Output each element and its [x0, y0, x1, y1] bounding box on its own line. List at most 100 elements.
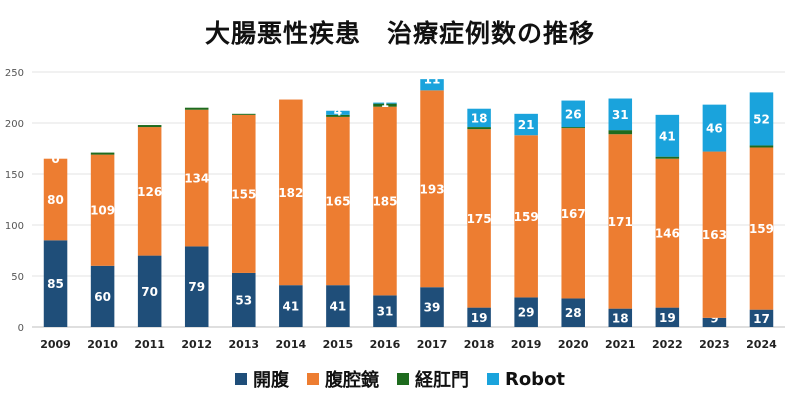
bar-segment: [326, 110, 350, 115]
data-label: 53: [235, 293, 252, 307]
data-label: 39: [424, 301, 441, 315]
data-label: 80: [47, 193, 64, 207]
bar-segment: [232, 272, 256, 327]
bar-segment: [749, 309, 774, 327]
legend: 開腹 腹腔鏡 経肛門 Robot: [0, 366, 800, 392]
bar-segment: [608, 98, 633, 131]
bar-segment: [561, 298, 585, 327]
data-label: 4: [334, 104, 342, 118]
bar-segment: [373, 295, 397, 327]
x-tick-label: 2014: [276, 338, 307, 351]
legend-label: Robot: [504, 368, 566, 390]
x-tick-label: 2011: [134, 338, 165, 351]
bar-segment: [232, 113, 256, 115]
bar-segment: [749, 92, 774, 146]
x-tick-label: 2012: [181, 338, 212, 351]
x-tick-label: 2021: [605, 338, 636, 351]
x-tick-label: 2023: [699, 338, 730, 351]
data-label: 126: [137, 185, 162, 199]
data-label: 134: [184, 172, 209, 186]
y-tick-label: 50: [11, 272, 24, 283]
data-label: 41: [282, 300, 299, 314]
bar-segment: [90, 152, 115, 155]
bar-segment: [514, 135, 538, 298]
bar-segment: [655, 156, 680, 159]
bar-segment: [137, 125, 162, 128]
data-label: 9: [710, 311, 718, 325]
bar-segment: [467, 108, 491, 128]
bar-segment: [184, 107, 209, 110]
bar-segment: [467, 127, 491, 130]
data-label: 29: [518, 306, 535, 320]
bar-segment: [184, 109, 209, 247]
data-label: 31: [377, 305, 394, 319]
data-label: 182: [278, 186, 303, 200]
data-label: 41: [659, 129, 676, 143]
legend-label: 腹腔鏡: [324, 370, 379, 391]
legend-item: 開腹: [234, 366, 289, 392]
x-tick-label: 2022: [652, 338, 683, 351]
legend-swatch: [486, 373, 499, 385]
bar-segment: [373, 102, 397, 104]
bar-segment: [655, 158, 680, 308]
data-label: 85: [47, 277, 64, 291]
x-tick-label: 2018: [464, 338, 495, 351]
bar-segment: [326, 116, 350, 286]
bar-segment: [514, 297, 538, 327]
bar-segment: [749, 147, 774, 310]
y-tick-label: 100: [5, 221, 24, 232]
x-tick-label: 2016: [370, 338, 401, 351]
bar-segment: [561, 127, 585, 129]
data-label: 26: [565, 107, 582, 121]
data-label: 17: [753, 312, 770, 326]
legend-item: 腹腔鏡: [306, 366, 379, 392]
data-label: 18: [471, 111, 488, 125]
bar-segment: [326, 285, 350, 327]
x-tick-label: 2010: [87, 338, 118, 351]
x-tick-label: 2017: [417, 338, 448, 351]
bar-segment: [90, 265, 115, 327]
data-label: 41: [330, 300, 347, 314]
legend-item: Robot: [486, 368, 566, 390]
x-tick-label: 2020: [558, 338, 589, 351]
bar-segment: [420, 287, 444, 327]
data-label: 21: [518, 118, 535, 132]
legend-swatch: [306, 373, 319, 385]
data-label: 167: [561, 207, 586, 221]
data-label: 31: [612, 108, 629, 122]
bar-segment: [43, 158, 68, 241]
bar-segment: [561, 128, 585, 299]
legend-item: 経肛門: [396, 366, 469, 392]
bar-segment: [326, 114, 350, 117]
bar-segment: [137, 127, 162, 256]
data-label: 52: [753, 112, 770, 126]
bar-segment: [514, 113, 538, 136]
bar-segment: [373, 106, 397, 296]
data-label: 0: [51, 152, 59, 166]
x-tick-label: 2019: [511, 338, 542, 351]
bar-segment: [232, 114, 256, 273]
data-label: 19: [659, 311, 676, 325]
data-label: 109: [90, 204, 115, 218]
bar-segment: [608, 130, 633, 135]
bar-segment: [184, 246, 209, 327]
data-label: 175: [467, 212, 492, 226]
y-tick-label: 150: [5, 170, 24, 181]
data-label: 19: [471, 311, 488, 325]
bar-segment: [43, 240, 68, 327]
bar-segment: [655, 114, 680, 157]
bar-segment: [137, 255, 162, 327]
bar-segment: [608, 308, 633, 327]
bar-segment: [702, 317, 727, 327]
y-tick-label: 200: [5, 119, 24, 130]
y-tick-label: 0: [18, 323, 24, 334]
data-label: 18: [612, 311, 629, 325]
legend-swatch: [396, 373, 409, 385]
data-label: 79: [188, 280, 205, 294]
data-label: 1: [381, 96, 389, 110]
bar-segment: [90, 154, 115, 266]
y-tick-label: 250: [5, 68, 24, 79]
bar-segment: [749, 145, 774, 148]
x-tick-label: 2013: [228, 338, 259, 351]
